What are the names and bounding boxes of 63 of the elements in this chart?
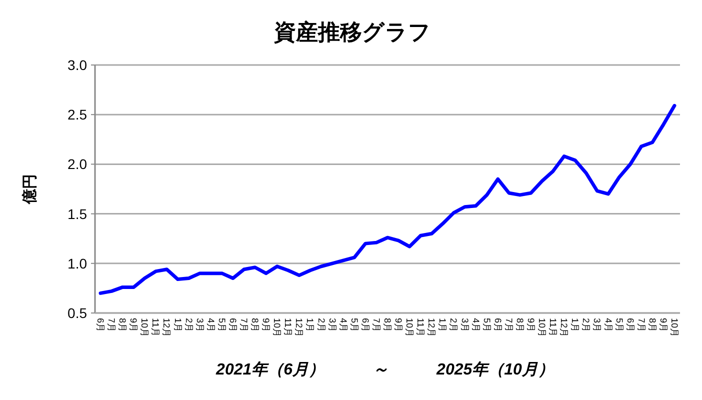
y-tick-label: 2.5 (68, 106, 88, 123)
x-tick-label: 12月 (559, 318, 570, 338)
x-tick-label: 7月 (636, 318, 646, 332)
x-tick-label: 8月 (118, 318, 128, 332)
y-tick-label: 0.5 (68, 305, 88, 321)
x-tick-label: 11月 (548, 318, 558, 336)
x-tick-label: 8月 (647, 318, 658, 332)
x-tick-label: 1月 (438, 318, 448, 332)
x-tick-label: 5月 (216, 318, 227, 332)
x-tick-label: 11月 (150, 318, 161, 336)
x-axis-title: 2021年（6月） ～ 2025年（10月） (215, 360, 554, 378)
x-tick-label: 2月 (581, 318, 592, 332)
y-tick-label: 1.5 (68, 206, 88, 222)
x-tick-label: 8月 (250, 318, 260, 332)
x-tick-label: 2月 (448, 318, 459, 332)
x-tick-label: 6月 (360, 318, 370, 332)
x-tick-label: 10月 (669, 318, 680, 338)
line-series (98, 104, 676, 295)
x-tick-label: 9月 (128, 318, 139, 332)
x-tick-label: 2月 (316, 318, 326, 332)
x-tick-label: 5月 (614, 318, 624, 332)
x-tick-label: 12月 (294, 318, 304, 338)
x-tick-label: 10月 (404, 318, 415, 338)
x-tick-label: 3月 (194, 318, 205, 332)
x-tick-label: 1月 (305, 318, 316, 332)
x-tick-label: 3月 (592, 318, 602, 332)
x-tick-label: 6月 (228, 318, 238, 332)
x-tick-label: 10月 (272, 318, 282, 338)
x-tick-label: 10月 (140, 318, 150, 338)
x-tick-label: 4月 (338, 318, 348, 332)
x-tick-label: 2月 (184, 318, 194, 332)
x-tick-label: 6月 (625, 318, 636, 332)
x-tick-label: 7月 (504, 318, 514, 332)
x-tick-label: 7月 (371, 318, 382, 332)
x-tick-label: 4月 (206, 318, 216, 332)
x-tick-label: 11月 (283, 318, 294, 336)
x-tick-label: 9月 (261, 318, 272, 332)
x-tick-label: 8月 (514, 318, 525, 332)
x-tick-label: 3月 (327, 318, 338, 332)
x-tick-label: 9月 (658, 318, 668, 332)
y-tick-label: 3.0 (68, 57, 88, 73)
x-tick-label: 4月 (470, 318, 481, 332)
y-tick-label: 2.0 (68, 156, 88, 172)
y-tick-label: 1.0 (68, 255, 88, 272)
x-tick-label: 1月 (172, 318, 183, 332)
x-tick-label: 8月 (382, 318, 392, 332)
x-tick-label: 5月 (349, 318, 360, 332)
x-tick-label: 3月 (460, 318, 470, 332)
x-tick-label: 6月 (96, 318, 106, 332)
x-tick-label: 12月 (162, 318, 172, 338)
x-tick-label: 9月 (394, 318, 404, 332)
y-axis-title: 億円 (22, 174, 38, 205)
x-tick-label: 7月 (239, 318, 250, 332)
x-tick-label: 7月 (106, 318, 117, 332)
chart-title: 資産推移グラフ (273, 20, 431, 44)
x-tick-label: 5月 (482, 318, 492, 332)
x-tick-label: 11月 (416, 318, 426, 336)
x-tick-label: 4月 (603, 318, 614, 332)
x-tick-label: 10月 (537, 318, 548, 338)
x-tick-label: 9月 (526, 318, 536, 332)
x-tick-label: 12月 (426, 318, 437, 338)
x-tick-label: 1月 (570, 318, 580, 332)
x-tick-label: 6月 (492, 318, 503, 332)
